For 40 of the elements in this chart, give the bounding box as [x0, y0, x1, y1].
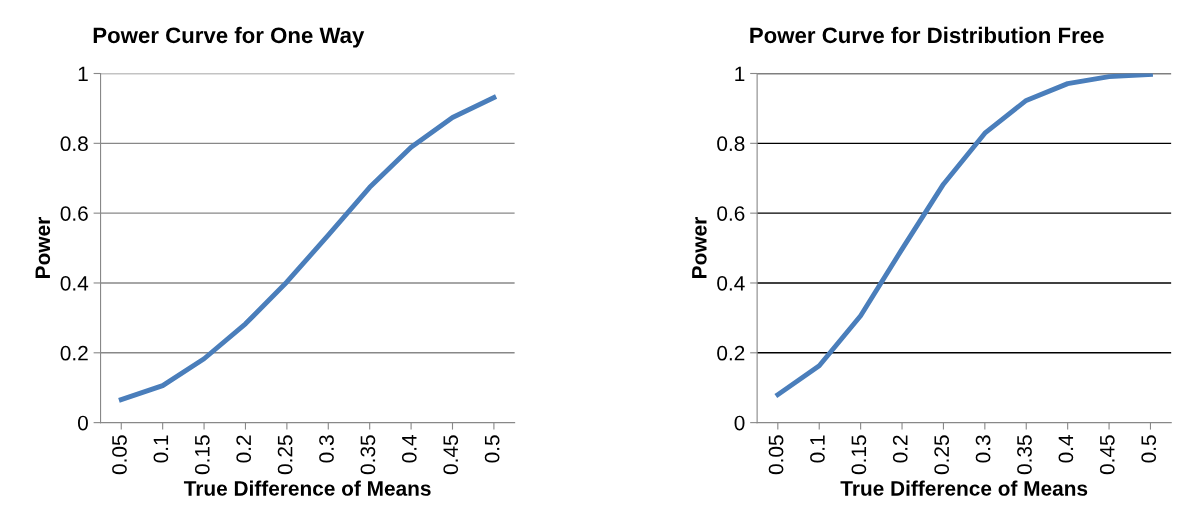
x-tick-label: 0.25 — [277, 435, 293, 475]
y-tick-label: 0.2 — [60, 345, 88, 361]
x-tick-label: 0.45 — [1099, 435, 1115, 475]
y-axis-title: Power — [692, 217, 707, 278]
y-tick-label: 1 — [78, 66, 88, 82]
y-tick-label: 0.6 — [717, 206, 745, 221]
line-series — [775, 73, 1153, 398]
x-tick-label: 0.05 — [768, 435, 784, 475]
y-tick-label: 0 — [734, 415, 745, 431]
x-axis-title: True Difference of Means — [840, 480, 1088, 496]
x-tick-label: 0.1 — [153, 435, 169, 463]
chart-title: Power Curve for Distribution Free — [750, 26, 1104, 44]
x-tick-label: 0.2 — [892, 435, 908, 463]
x-tick-label: 0.35 — [360, 435, 376, 475]
x-tick-label: 0.3 — [975, 435, 991, 463]
x-tick-label: 0.05 — [112, 435, 127, 475]
y-axis-title: Power — [35, 217, 51, 278]
x-tick-label: 0.15 — [851, 435, 867, 475]
y-tick-label: 1 — [735, 66, 745, 82]
x-tick-label: 0.5 — [1141, 435, 1157, 463]
x-tick-label: 0.1 — [810, 435, 825, 463]
x-tick-label: 0.15 — [194, 435, 210, 475]
y-tick-label: 0.2 — [717, 345, 745, 361]
x-tick-label: 0.4 — [401, 435, 417, 463]
x-tick-label: 0.35 — [1017, 435, 1032, 475]
chart-title: Power Curve for One Way — [93, 26, 365, 48]
line-series — [118, 95, 497, 403]
y-tick-label: 0 — [77, 415, 88, 431]
x-tick-label: 0.3 — [319, 435, 334, 463]
x-tick-label: 0.4 — [1058, 435, 1074, 463]
x-tick-label: 0.25 — [934, 435, 950, 475]
y-tick-label: 0.6 — [60, 206, 88, 221]
x-tick-label: 0.2 — [236, 435, 252, 463]
y-tick-label: 0.4 — [717, 275, 745, 291]
x-axis-title: True Difference of Means — [183, 480, 431, 496]
y-tick-label: 0.8 — [60, 136, 88, 152]
x-tick-label: 0.45 — [443, 435, 459, 475]
y-tick-label: 0.8 — [717, 136, 745, 152]
y-tick-label: 0.4 — [60, 275, 89, 291]
x-tick-label: 0.5 — [484, 435, 500, 463]
